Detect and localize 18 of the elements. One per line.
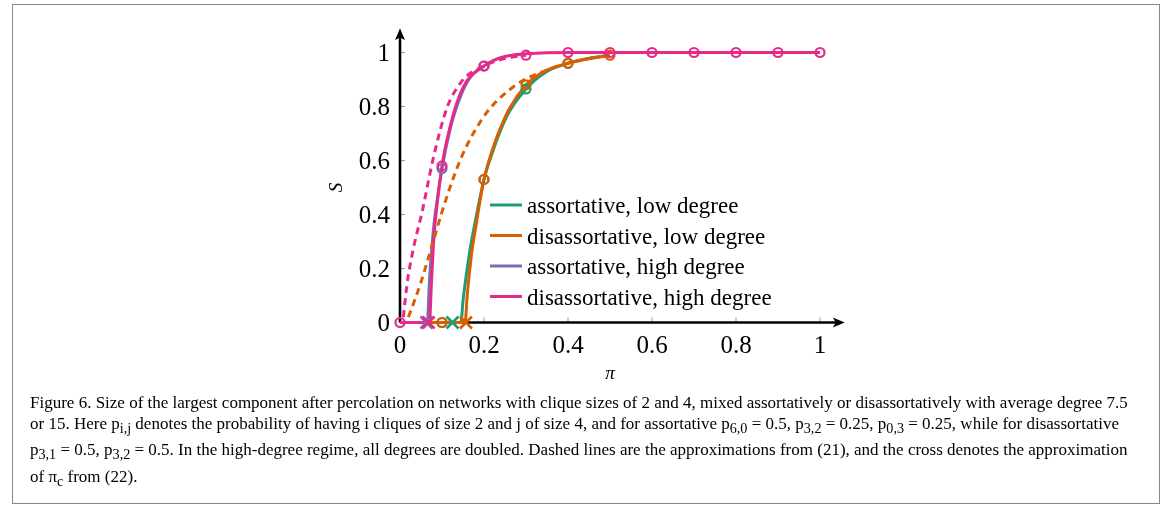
y-tick-label: 0.2 (358, 254, 390, 282)
legend-label: assortative, high degree (527, 254, 745, 279)
legend-label: disassortative, high degree (527, 284, 772, 310)
y-tick-label: 0.4 (358, 200, 391, 228)
legend-label: disassortative, low degree (527, 223, 766, 249)
x-tick-label: 0.8 (720, 330, 752, 358)
y-axis-title: S (325, 182, 346, 193)
x-tick-label: 1 (813, 330, 827, 358)
legend-label: assortative, low degree (527, 193, 739, 218)
x-tick-label: 0.4 (552, 330, 585, 358)
y-tick-label: 1 (377, 38, 390, 66)
x-tick-label: 0.2 (468, 330, 500, 358)
y-tick-label: 0 (377, 308, 390, 336)
y-tick-label: 0.6 (358, 146, 390, 174)
x-tick-label: 0.6 (636, 330, 668, 358)
y-tick-label: 0.8 (358, 92, 390, 120)
text: Figure 6. Size of the largest component after percolation on networks with clique sizes of 2 and 4, mixed assortatively or disassortatively with average degree 7.5 or 15. Here p$_{i,j}$ denotes the probability of having i cliques of size 2 and j of size 4, and for assortative p$_{6,0}$ = 0.5, p$_{3,2}$ = 0.25, p$_{0,3}$ = 0.25, while for disassortative p$_{3,1}$ = 0.5, p$_{3,2}$ = 0.5. In the high-degree regime, all degrees are doubled. Dashed lines are the approximations from (21), and the cross denotes the approximation of π$_{c}$ from (22). (30, 393, 1128, 490)
x-axis-title: π (605, 361, 616, 383)
